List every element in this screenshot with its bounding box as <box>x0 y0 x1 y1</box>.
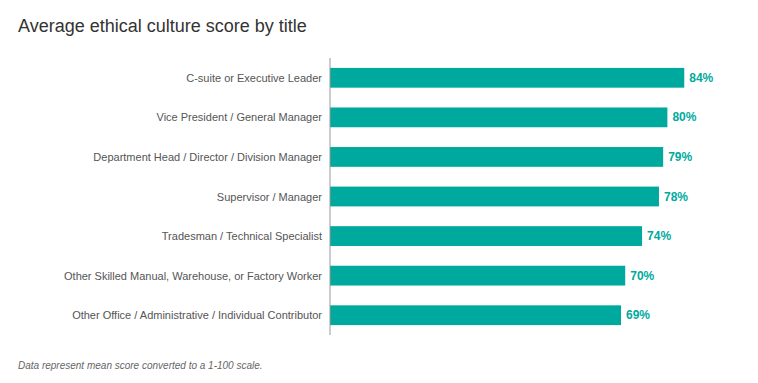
data-label: 80% <box>672 110 696 124</box>
bar <box>330 68 684 88</box>
data-label: 70% <box>630 269 654 283</box>
bar <box>330 187 659 207</box>
category-label: Other Skilled Manual, Warehouse, or Fact… <box>64 270 322 282</box>
data-label: 78% <box>664 190 688 204</box>
bars <box>330 68 684 325</box>
title: Average ethical culture score by title <box>18 16 307 36</box>
category-label: C-suite or Executive Leader <box>186 72 322 84</box>
category-label: Other Office / Administrative / Individu… <box>72 309 322 321</box>
axis-line <box>330 58 331 335</box>
data-label: 79% <box>668 150 692 164</box>
bar <box>330 226 642 246</box>
bar <box>330 305 621 325</box>
data-label: 74% <box>647 229 671 243</box>
bar <box>330 266 625 286</box>
category-label: Vice President / General Manager <box>157 111 323 123</box>
bar <box>330 147 663 167</box>
data-label: 69% <box>626 308 650 322</box>
footnote: Data represent mean score converted to a… <box>18 360 263 371</box>
category-label: Department Head / Director / Division Ma… <box>93 151 322 163</box>
category-label: Supervisor / Manager <box>217 191 322 203</box>
chart: Average ethical culture score by title C-… <box>0 0 758 383</box>
data-label: 84% <box>689 71 713 85</box>
category-label: Tradesman / Technical Specialist <box>162 230 322 242</box>
bar <box>330 107 667 127</box>
